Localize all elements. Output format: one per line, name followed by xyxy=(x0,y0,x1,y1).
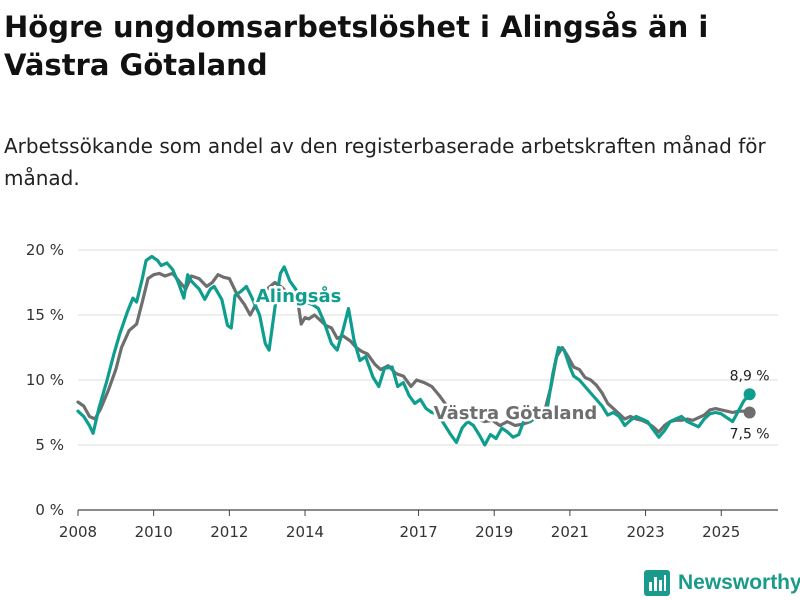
y-tick-label: 15 % xyxy=(26,306,64,324)
series-label-vastra-gotaland: Västra Götaland xyxy=(434,403,598,424)
end-label-alingsas: 8,9 % xyxy=(730,368,770,384)
x-tick-label: 2012 xyxy=(210,523,248,541)
x-tick-label: 2010 xyxy=(135,523,173,541)
x-tick-label: 2021 xyxy=(551,523,589,541)
y-tick-label: 10 % xyxy=(26,371,64,389)
x-tick-label: 2017 xyxy=(399,523,437,541)
x-tick-label: 2019 xyxy=(475,523,513,541)
series-label-vastra-gotaland-halo: Västra Götaland xyxy=(434,403,598,424)
series-line-vastra-gotaland xyxy=(76,271,752,434)
page-subtitle: Arbetssökande som andel av den registerb… xyxy=(4,134,766,190)
series-label-alingsas-halo: Alingsås xyxy=(256,285,342,307)
newsworthy-logo: Newsworthy xyxy=(644,568,800,598)
y-tick-label: 0 % xyxy=(35,501,64,519)
series-label-alingsas: Alingsås xyxy=(256,285,342,307)
x-tick-label: 2025 xyxy=(702,523,740,541)
y-tick-label: 5 % xyxy=(35,436,64,454)
bar-chart-icon xyxy=(644,570,670,596)
end-point-alingsas xyxy=(743,388,756,401)
brand-name: Newsworthy xyxy=(678,571,800,594)
y-tick-label: 20 % xyxy=(26,241,64,259)
x-tick-label: 2014 xyxy=(286,523,324,541)
axis-layer: 0 % 5 % 10 % 15 % 20 % 2008 2010 2012 2014 2017 20… xyxy=(26,241,740,541)
line-chart: 0 % 5 % 10 % 15 % 20 % 2008 2010 2012 2014 2017 20… xyxy=(26,241,778,541)
grid-layer xyxy=(78,249,778,511)
x-tick-label: 2023 xyxy=(626,523,664,541)
series-layer xyxy=(76,254,756,447)
end-point-vastra-gotaland xyxy=(743,406,756,419)
x-tick-label: 2008 xyxy=(59,523,97,541)
series-line-alingsas xyxy=(76,254,752,447)
end-label-vastra-gotaland: 7,5 % xyxy=(730,427,770,443)
page-title: Högre ungdomsarbetslöshet i Alingsås än … xyxy=(4,10,709,82)
